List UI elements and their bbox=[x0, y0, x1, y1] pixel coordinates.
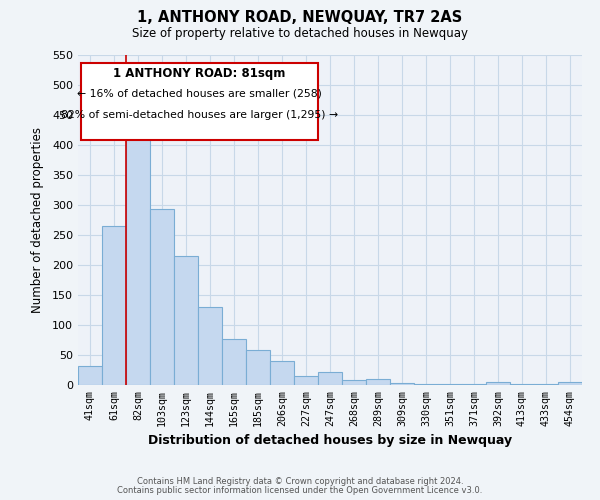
Text: 1 ANTHONY ROAD: 81sqm: 1 ANTHONY ROAD: 81sqm bbox=[113, 66, 286, 80]
Bar bbox=[366, 379, 390, 385]
Bar bbox=[294, 376, 318, 385]
Bar bbox=[438, 384, 462, 385]
Bar bbox=[102, 226, 126, 385]
Text: ← 16% of detached houses are smaller (258): ← 16% of detached houses are smaller (25… bbox=[77, 88, 322, 99]
Bar bbox=[414, 384, 438, 385]
Bar bbox=[486, 382, 510, 385]
X-axis label: Distribution of detached houses by size in Newquay: Distribution of detached houses by size … bbox=[148, 434, 512, 447]
Bar bbox=[462, 384, 486, 385]
Text: Size of property relative to detached houses in Newquay: Size of property relative to detached ho… bbox=[132, 28, 468, 40]
Text: Contains HM Land Registry data © Crown copyright and database right 2024.: Contains HM Land Registry data © Crown c… bbox=[137, 477, 463, 486]
Bar bbox=[78, 366, 102, 385]
Bar bbox=[534, 384, 558, 385]
Text: 1, ANTHONY ROAD, NEWQUAY, TR7 2AS: 1, ANTHONY ROAD, NEWQUAY, TR7 2AS bbox=[137, 10, 463, 25]
Bar bbox=[318, 372, 342, 385]
Bar bbox=[198, 307, 222, 385]
Text: 82% of semi-detached houses are larger (1,295) →: 82% of semi-detached houses are larger (… bbox=[61, 110, 338, 120]
Bar bbox=[126, 128, 150, 385]
Bar bbox=[510, 384, 534, 385]
Bar bbox=[150, 209, 174, 385]
Bar bbox=[174, 256, 198, 385]
Bar bbox=[390, 383, 414, 385]
Bar bbox=[246, 350, 270, 385]
Bar bbox=[558, 382, 582, 385]
Text: Contains public sector information licensed under the Open Government Licence v3: Contains public sector information licen… bbox=[118, 486, 482, 495]
Bar bbox=[222, 340, 246, 385]
Y-axis label: Number of detached properties: Number of detached properties bbox=[31, 127, 44, 313]
Bar bbox=[270, 361, 294, 385]
Bar bbox=[342, 380, 366, 385]
